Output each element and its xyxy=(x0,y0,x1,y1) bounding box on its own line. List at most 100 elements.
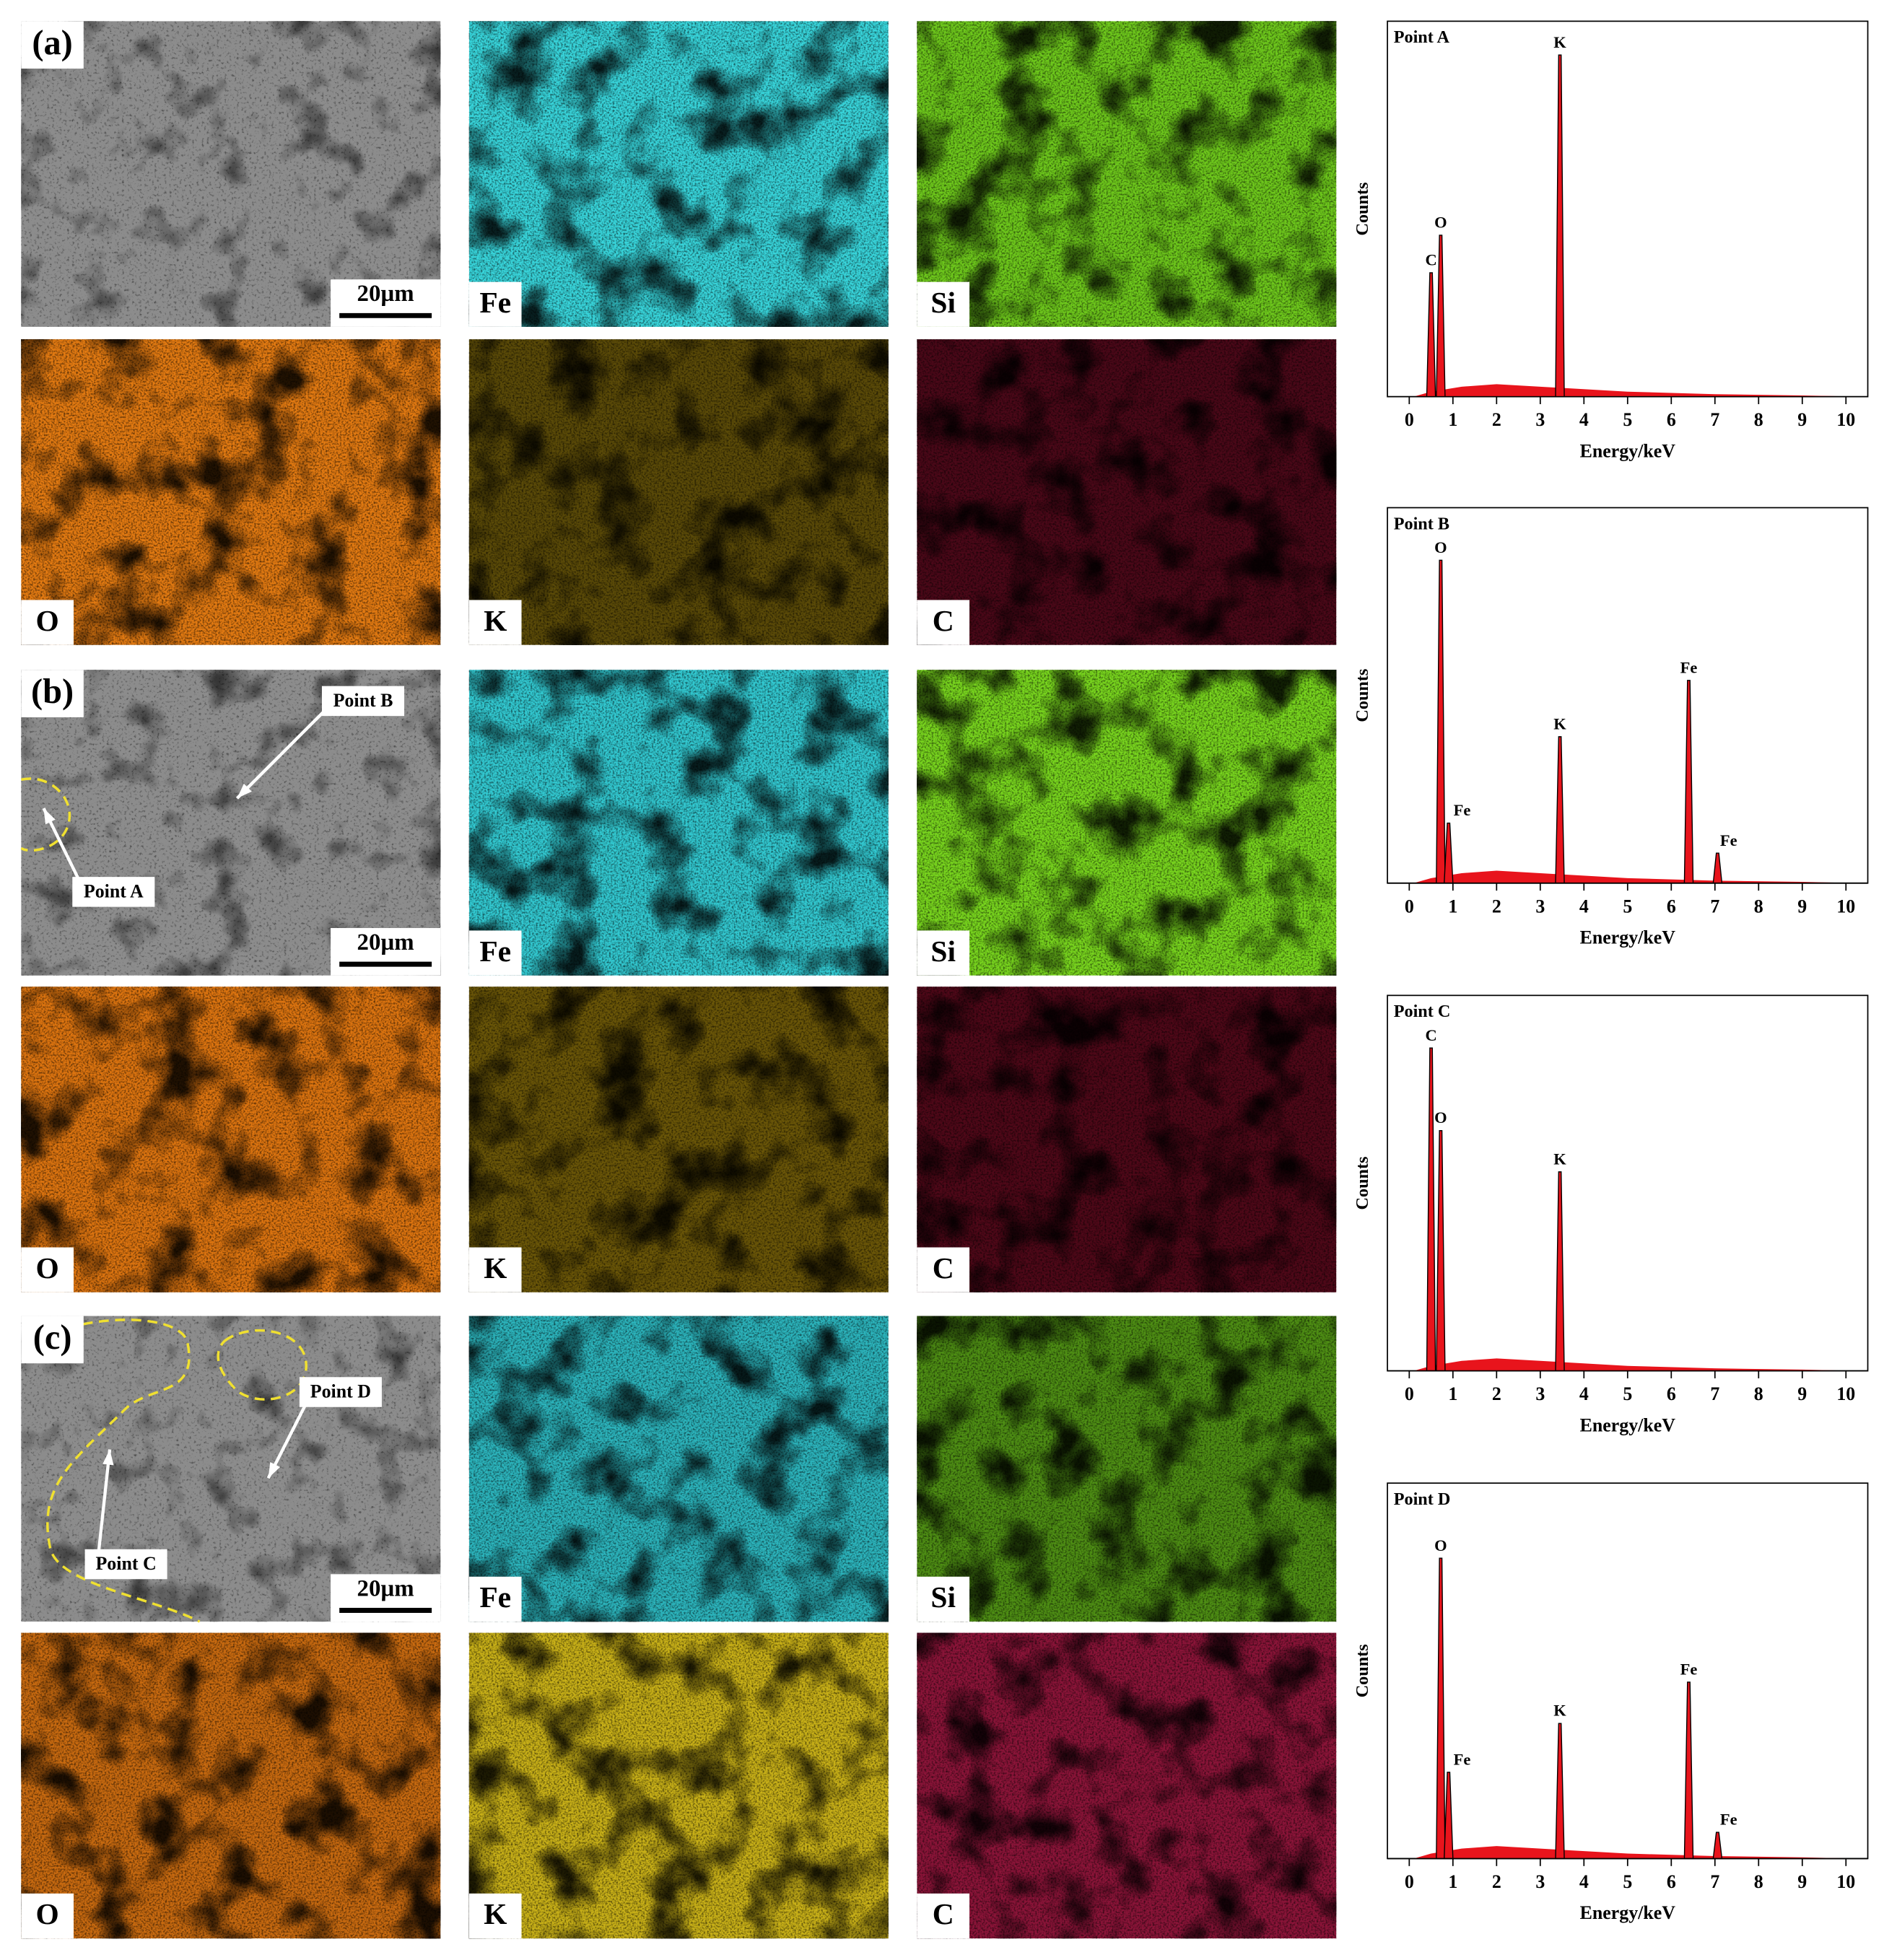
x-tick-label: 5 xyxy=(1623,1871,1632,1892)
x-tick-label: 4 xyxy=(1579,409,1589,430)
x-tick-label: 8 xyxy=(1754,896,1763,916)
spectrum-title: Point C xyxy=(1394,1002,1451,1021)
element-map xyxy=(917,1632,1337,1939)
element-label: C xyxy=(933,1251,954,1285)
region-outline xyxy=(217,1329,308,1401)
sem-image xyxy=(21,21,441,327)
label-box xyxy=(468,1576,522,1622)
spectrum-background xyxy=(1413,870,1859,883)
x-tick-label: 3 xyxy=(1535,1871,1545,1892)
element-map xyxy=(917,339,1337,645)
spectrum-peak xyxy=(1426,272,1436,398)
x-tick-label: 0 xyxy=(1405,1871,1414,1892)
label-box xyxy=(21,1247,74,1292)
spectrum-peak xyxy=(1436,235,1446,398)
y-axis-label: Counts xyxy=(1353,1157,1372,1210)
x-tick-label: 0 xyxy=(1405,896,1414,916)
x-tick-label: 2 xyxy=(1492,1383,1501,1404)
element-label: Fe xyxy=(479,935,511,968)
map-speckle xyxy=(917,1316,1337,1622)
y-axis-label: Counts xyxy=(1353,183,1372,236)
map-speckle xyxy=(917,1632,1337,1939)
x-tick-label: 4 xyxy=(1579,1871,1589,1892)
x-tick-label: 8 xyxy=(1754,1383,1763,1404)
x-tick-label: 10 xyxy=(1836,409,1855,430)
element-map xyxy=(468,1316,889,1622)
element-map xyxy=(21,339,441,645)
x-tick-label: 1 xyxy=(1448,1383,1457,1404)
x-tick-label: 5 xyxy=(1623,896,1632,916)
spectrum-peak xyxy=(1712,852,1723,884)
x-tick-label: 4 xyxy=(1579,1383,1589,1404)
element-map xyxy=(917,670,1337,976)
element-map xyxy=(468,1632,889,1939)
spectrum-frame xyxy=(1387,507,1869,884)
x-tick-label: 2 xyxy=(1492,409,1501,430)
element-label: C xyxy=(933,1897,954,1930)
peak-label: O xyxy=(1434,214,1447,232)
map-speckle xyxy=(468,1316,889,1622)
label-box xyxy=(917,1893,970,1939)
map-speckle xyxy=(917,670,1337,976)
label-box xyxy=(468,600,522,645)
peak-label: C xyxy=(1425,1026,1436,1044)
scale-bar-text: 20µm xyxy=(357,281,414,307)
group-label: (b) xyxy=(31,673,74,711)
x-tick-label: 0 xyxy=(1405,409,1414,430)
sem-speckle xyxy=(21,21,441,327)
x-tick-label: 6 xyxy=(1667,896,1676,916)
point-label: Point A xyxy=(84,881,144,902)
map-speckle xyxy=(21,986,441,1292)
x-tick-label: 3 xyxy=(1535,1383,1545,1404)
element-map xyxy=(917,986,1337,1292)
x-axis-label: Energy/keV xyxy=(1580,1414,1676,1435)
scale-bar-box xyxy=(331,928,441,976)
element-label: Fe xyxy=(479,1580,511,1614)
x-tick-label: 7 xyxy=(1710,1383,1719,1404)
peak-label: Fe xyxy=(1680,658,1698,676)
peak-label: Fe xyxy=(1680,1661,1698,1679)
label-box xyxy=(917,600,970,645)
map-speckle xyxy=(21,1632,441,1939)
spectrum-peak xyxy=(1683,680,1694,884)
spectrum-peak xyxy=(1555,736,1565,884)
element-label: C xyxy=(933,604,954,637)
sem-image xyxy=(21,670,441,976)
map-speckle xyxy=(468,339,889,645)
label-box xyxy=(72,877,155,907)
peak-label: Fe xyxy=(1454,1750,1471,1768)
arrow-head xyxy=(103,1449,114,1466)
element-map xyxy=(468,339,889,645)
map-speckle xyxy=(468,21,889,327)
element-label: K xyxy=(484,1251,507,1285)
label-box xyxy=(84,1549,167,1580)
x-tick-label: 9 xyxy=(1797,1871,1807,1892)
x-tick-label: 9 xyxy=(1797,409,1807,430)
spectrum-background xyxy=(1413,1358,1859,1371)
label-box xyxy=(21,1316,84,1364)
x-tick-label: 2 xyxy=(1492,1871,1501,1892)
x-tick-label: 3 xyxy=(1535,896,1545,916)
group-label: (a) xyxy=(32,24,72,62)
x-tick-label: 8 xyxy=(1754,409,1763,430)
peak-label: K xyxy=(1553,714,1566,732)
element-label: O xyxy=(36,1251,59,1285)
x-tick-label: 9 xyxy=(1797,896,1807,916)
element-map xyxy=(468,21,889,327)
spectrum-peak xyxy=(1712,1832,1723,1860)
map-speckle xyxy=(468,670,889,976)
spectrum-background xyxy=(1413,384,1859,397)
element-label: K xyxy=(484,1897,507,1930)
spectrum-peak xyxy=(1436,559,1446,884)
region-outline xyxy=(36,1318,201,1623)
spectrum-background xyxy=(1413,1846,1859,1859)
element-label: K xyxy=(484,604,507,637)
element-label: Si xyxy=(930,935,956,968)
x-tick-label: 1 xyxy=(1448,409,1457,430)
element-map xyxy=(468,670,889,976)
x-tick-label: 7 xyxy=(1710,409,1719,430)
label-box xyxy=(21,1893,74,1939)
spectrum-frame xyxy=(1387,1482,1869,1860)
